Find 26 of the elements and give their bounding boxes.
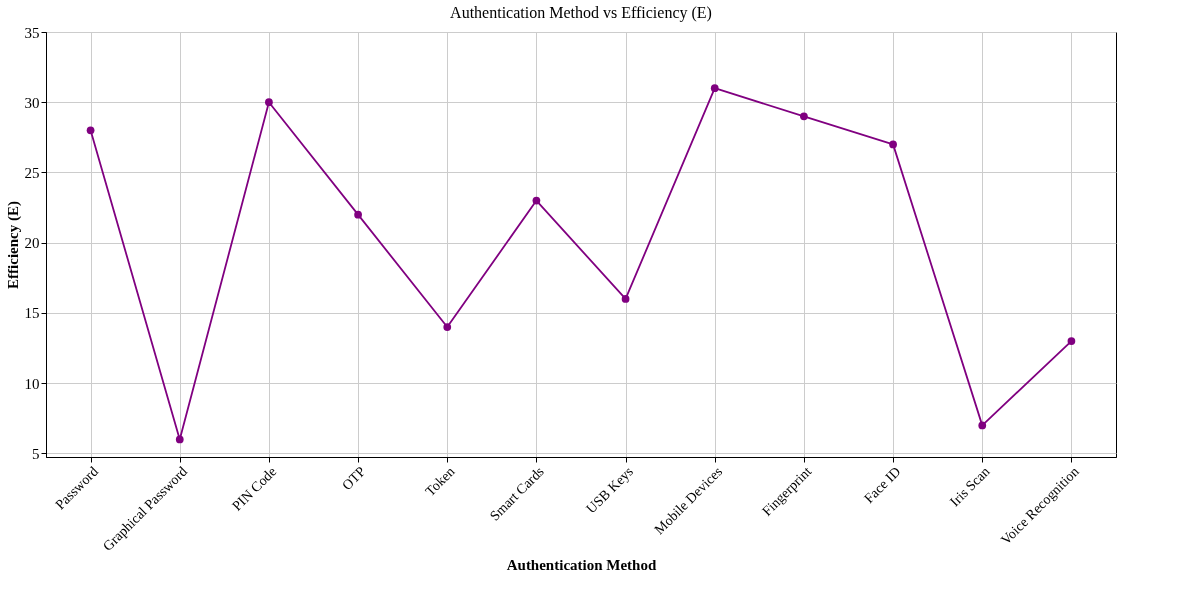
point [354, 210, 362, 219]
point [800, 112, 808, 121]
point [443, 323, 452, 331]
point [86, 126, 95, 135]
point [532, 196, 541, 205]
y-tick-label: 20 [24, 235, 40, 252]
point [710, 84, 719, 93]
x-tick-label: OTP [339, 463, 369, 494]
point [175, 435, 184, 444]
y-tick-label: 30 [24, 94, 40, 111]
y-tick-label: 5 [32, 445, 40, 462]
point [889, 140, 897, 149]
chart-title: Authentication Method vs Efficiency (E) [450, 4, 712, 22]
y-axis-title: Efficiency (E) [4, 201, 22, 289]
y-tick-label: 35 [24, 24, 40, 41]
point [265, 98, 273, 107]
x-tick-label: Face ID [861, 463, 904, 507]
x-axis-title: Authentication Method [506, 556, 657, 573]
y-tick-label: 25 [24, 165, 40, 181]
y-tick-label: 15 [24, 305, 40, 322]
point [1067, 337, 1076, 345]
point [978, 421, 987, 430]
x-tick-label: PIN Code [229, 463, 280, 514]
y-tick-label: 10 [24, 375, 40, 392]
x-tick-label: Iris Scan [947, 463, 993, 510]
point [621, 295, 630, 303]
